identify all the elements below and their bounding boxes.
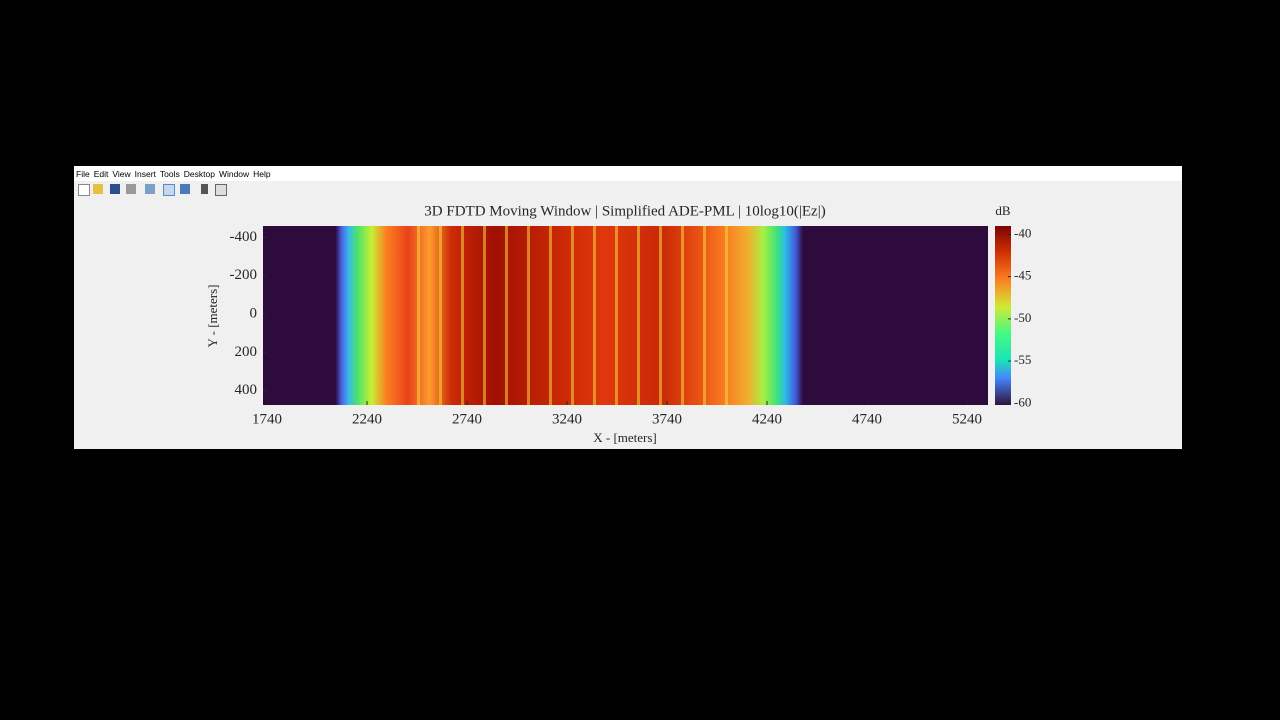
x-axis-label: X - [meters] [593, 430, 657, 445]
x-tick-label: 3740 [652, 411, 682, 427]
x-tick-label: 4740 [852, 411, 882, 427]
y-tick-label: 400 [235, 382, 258, 398]
x-tick-label: 4240 [752, 411, 782, 427]
colorbar-tick-label: -40 [1014, 225, 1031, 240]
menu-item[interactable]: View [112, 169, 131, 179]
colorbar-icon[interactable] [180, 184, 190, 194]
colorbar-tick-label: -55 [1014, 352, 1031, 367]
colorbar-tick-label: -50 [1014, 310, 1031, 325]
menu-bar: File Edit View Insert Tools Desktop Window Help [74, 166, 1182, 181]
menu-item[interactable]: Insert [134, 169, 156, 179]
chart-title: 3D FDTD Moving Window | Simplified ADE-P… [424, 203, 825, 219]
x-tick-label: 1740 [252, 411, 282, 427]
link-icon[interactable] [163, 184, 175, 196]
toolbar [74, 182, 1182, 198]
colorbar-tick-label: -45 [1014, 268, 1031, 283]
pointer-icon[interactable] [201, 184, 208, 194]
menu-item[interactable]: Desktop [183, 169, 215, 179]
colorbar-label: dB [995, 203, 1011, 218]
save-icon[interactable] [110, 184, 120, 194]
x-tick-label: 5240 [952, 411, 982, 427]
print-icon[interactable] [126, 184, 136, 194]
y-tick-label: 200 [235, 344, 258, 360]
menu-item[interactable]: Window [218, 169, 250, 179]
y-axis-label: Y - [meters] [205, 284, 220, 347]
menu-item[interactable]: Tools [159, 169, 180, 179]
x-tick-label: 2740 [452, 411, 482, 427]
y-tick-label: 0 [250, 306, 258, 322]
y-tick-label: -200 [230, 267, 258, 283]
property-icon[interactable] [215, 184, 227, 196]
open-icon[interactable] [93, 184, 103, 194]
colorbar-tick-label: -60 [1014, 394, 1031, 409]
menu-item[interactable]: File [76, 169, 90, 179]
zoom-icon[interactable] [145, 184, 155, 194]
y-tick-label: -400 [230, 229, 258, 245]
menu-item[interactable]: Edit [93, 169, 109, 179]
colorbar [995, 226, 1011, 405]
heatmap-stripes [400, 226, 730, 405]
new-icon[interactable] [78, 184, 90, 196]
x-tick-label: 3240 [552, 411, 582, 427]
menu-item[interactable]: Help [253, 169, 271, 179]
x-tick-label: 2240 [352, 411, 382, 427]
